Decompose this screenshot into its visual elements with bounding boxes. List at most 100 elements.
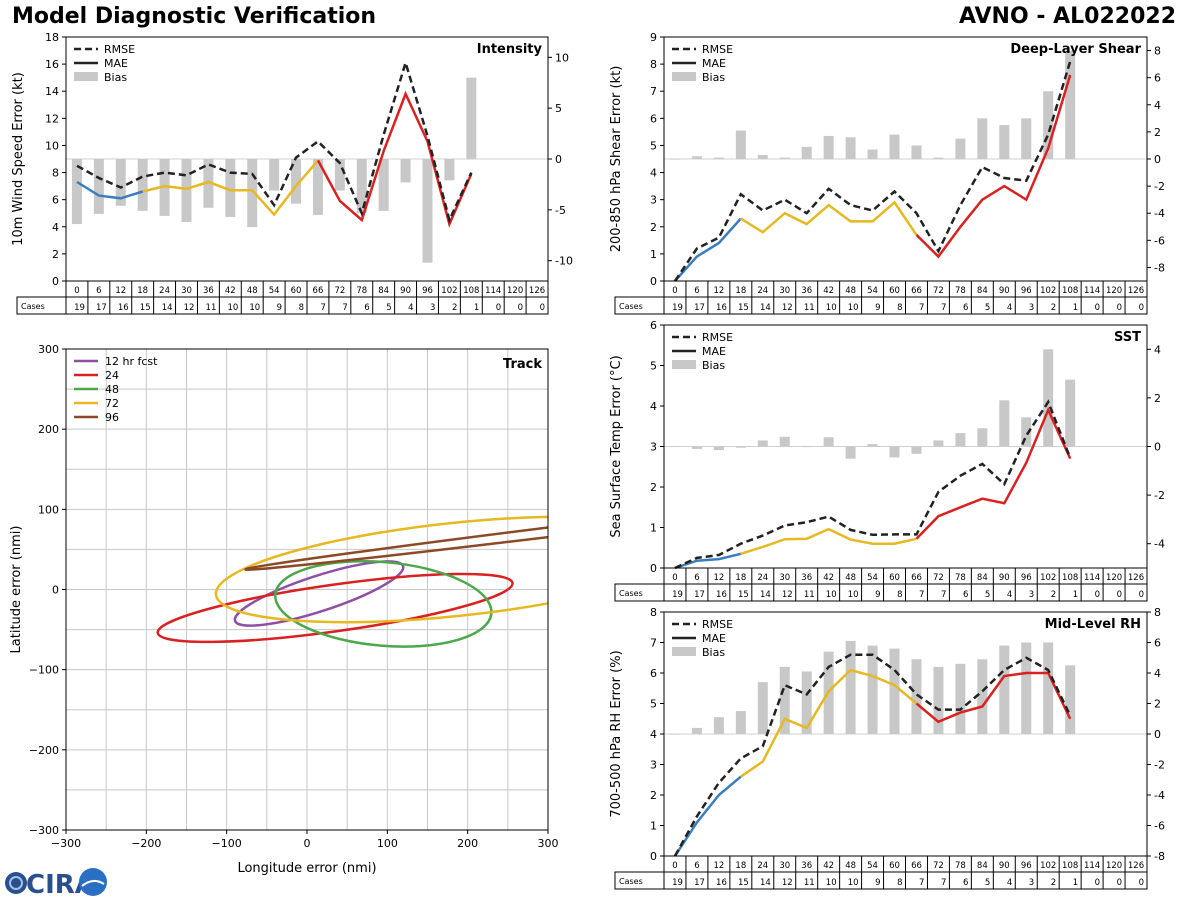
sst-lead-time: 42 bbox=[823, 573, 834, 583]
rh-bias-bar bbox=[1021, 642, 1032, 734]
shear-lead-time: 18 bbox=[735, 286, 746, 296]
shear-bias-bar bbox=[933, 157, 944, 159]
sst-case-count: 0 bbox=[1095, 590, 1100, 600]
sst-bias-bar bbox=[1021, 417, 1032, 447]
shear-y2tick-label: -4 bbox=[1154, 207, 1165, 220]
intensity-lead-time: 120 bbox=[507, 286, 523, 296]
rh-bias-bar bbox=[845, 640, 856, 734]
sst-lead-time: 120 bbox=[1106, 573, 1122, 583]
track-xtick-label: 100 bbox=[377, 837, 398, 850]
shear-lead-time: 36 bbox=[801, 286, 812, 296]
intensity-ytick-label: 12 bbox=[45, 112, 59, 125]
shear-cases-label: Cases bbox=[619, 302, 643, 311]
rh-lead-time: 114 bbox=[1084, 861, 1100, 871]
intensity-bias-bar bbox=[247, 159, 258, 228]
rh-ytick-label: 3 bbox=[650, 759, 657, 772]
rh-bias-bar bbox=[1065, 665, 1076, 734]
intensity-ytick-label: 16 bbox=[45, 58, 59, 71]
intensity-lead-time: 126 bbox=[529, 286, 545, 296]
intensity-lead-time: 108 bbox=[463, 286, 479, 296]
track-xtick-label: 300 bbox=[538, 837, 559, 850]
sst-ytick-label: 4 bbox=[650, 400, 657, 413]
rh-ytick-label: 1 bbox=[650, 820, 657, 833]
rh-ytick-label: 0 bbox=[650, 850, 657, 863]
intensity-bias-bar bbox=[378, 159, 389, 211]
sst-bias-bar bbox=[735, 446, 746, 448]
rh-lead-time: 84 bbox=[977, 861, 988, 871]
shear-mae-line bbox=[740, 200, 918, 236]
sst-legend-bias-label: Bias bbox=[702, 359, 725, 372]
rh-case-count: 14 bbox=[760, 878, 771, 888]
sst-lead-time: 126 bbox=[1128, 573, 1144, 583]
intensity-lead-time: 6 bbox=[96, 286, 101, 296]
intensity-case-count: 5 bbox=[386, 303, 391, 313]
intensity-cases-label: Cases bbox=[21, 302, 45, 311]
intensity-ytick-label: 8 bbox=[52, 167, 59, 180]
shear-case-count: 8 bbox=[897, 303, 902, 313]
intensity-ytick-label: 6 bbox=[52, 194, 59, 207]
shear-ytick-label: 5 bbox=[650, 139, 657, 152]
shear-y2tick-label: 4 bbox=[1154, 99, 1161, 112]
shear-mae-line bbox=[915, 74, 1072, 259]
sst-lead-time: 96 bbox=[1021, 573, 1032, 583]
rh-cases-cell bbox=[614, 871, 665, 890]
shear-legend-bias-label: Bias bbox=[702, 71, 725, 84]
rh-case-count: 3 bbox=[1029, 878, 1034, 888]
rh-ytick-label: 5 bbox=[650, 698, 657, 711]
sst-bias-bar bbox=[911, 446, 922, 454]
sst-title: SST bbox=[1114, 330, 1141, 345]
sst-legend-bias-swatch bbox=[672, 360, 696, 369]
shear-case-count: 3 bbox=[1029, 303, 1034, 313]
rh-lead-time: 78 bbox=[955, 861, 966, 871]
sst-case-count: 14 bbox=[760, 590, 771, 600]
sst-bias-bar bbox=[977, 428, 988, 447]
track-ellipse-24 bbox=[156, 572, 514, 644]
sst-lead-time: 48 bbox=[845, 573, 856, 583]
rh-lead-time: 24 bbox=[757, 861, 768, 871]
shear-y2tick-label: -6 bbox=[1154, 234, 1165, 247]
rh-case-count: 6 bbox=[963, 878, 968, 888]
rh-lead-time: 0 bbox=[672, 861, 677, 871]
intensity-y2tick-label: -5 bbox=[555, 204, 566, 217]
intensity-mae-line bbox=[76, 180, 144, 200]
intensity-case-count: 17 bbox=[96, 303, 107, 313]
sst-lead-time: 6 bbox=[694, 573, 699, 583]
rh-y2tick-label: 6 bbox=[1154, 637, 1161, 650]
rh-lead-time: 48 bbox=[845, 861, 856, 871]
rh-case-count: 9 bbox=[875, 878, 880, 888]
rh-bias-bar bbox=[757, 682, 768, 734]
intensity-ytick-label: 14 bbox=[45, 85, 59, 98]
sst-lead-time: 78 bbox=[955, 573, 966, 583]
rh-case-count: 19 bbox=[672, 878, 683, 888]
sst-legend-mae-label: MAE bbox=[702, 345, 726, 358]
shear-lead-time: 96 bbox=[1021, 286, 1032, 296]
intensity-case-count: 2 bbox=[452, 303, 457, 313]
intensity-case-count: 8 bbox=[299, 303, 304, 313]
rh-lead-time: 60 bbox=[889, 861, 900, 871]
intensity-legend-bias-label: Bias bbox=[104, 71, 127, 84]
intensity-case-count: 7 bbox=[342, 303, 347, 313]
intensity-title: Intensity bbox=[477, 42, 543, 57]
intensity-bias-bar bbox=[334, 159, 345, 191]
shear-case-count: 0 bbox=[1117, 303, 1122, 313]
shear-lead-time: 12 bbox=[713, 286, 724, 296]
rh-lead-time: 54 bbox=[867, 861, 878, 871]
track-ellipse-96 bbox=[244, 479, 548, 571]
intensity-ytick-label: 4 bbox=[52, 221, 59, 234]
intensity-case-count: 0 bbox=[518, 303, 523, 313]
shear-lead-time: 48 bbox=[845, 286, 856, 296]
intensity-lead-time: 90 bbox=[400, 286, 411, 296]
rh-bias-bar bbox=[867, 645, 878, 734]
shear-cases-cell bbox=[614, 296, 665, 315]
shear-bias-bar bbox=[845, 137, 856, 159]
track-xtick-label: −300 bbox=[51, 837, 81, 850]
shear-case-count: 2 bbox=[1051, 303, 1056, 313]
rh-bias-bar bbox=[779, 666, 790, 734]
shear-lead-time: 54 bbox=[867, 286, 878, 296]
sst-case-count: 7 bbox=[919, 590, 924, 600]
rh-case-count: 0 bbox=[1095, 878, 1100, 888]
intensity-lead-time: 18 bbox=[137, 286, 148, 296]
rh-case-count: 5 bbox=[985, 878, 990, 888]
shear-case-count: 7 bbox=[941, 303, 946, 313]
shear-bias-bar bbox=[911, 145, 922, 159]
